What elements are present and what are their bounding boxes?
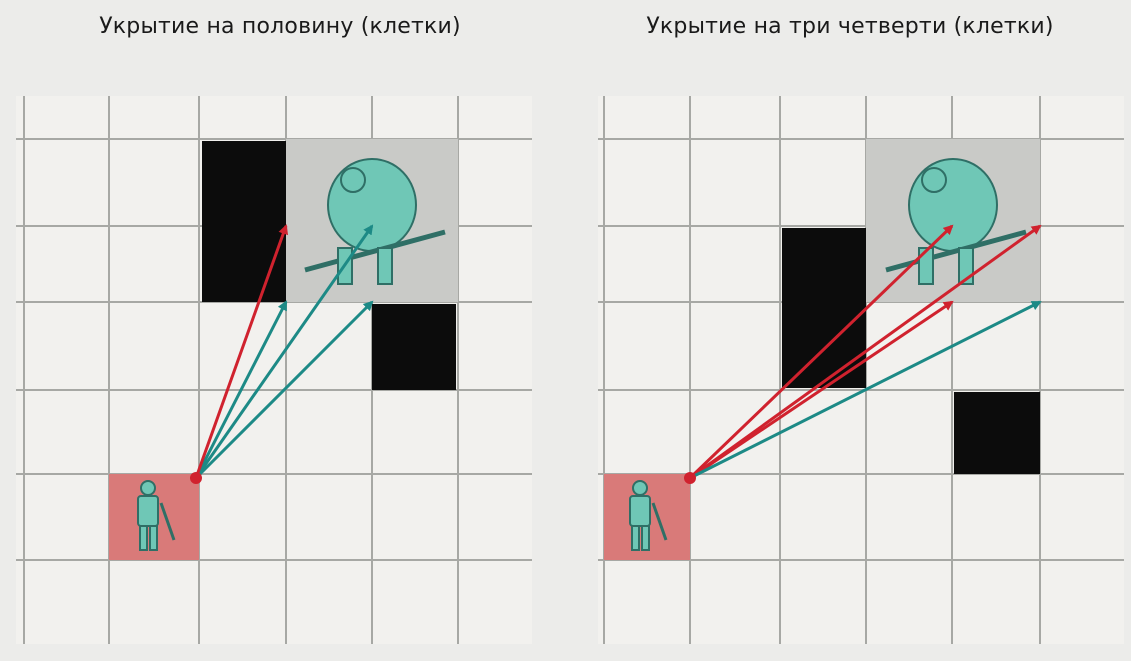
blocked-cell (782, 228, 866, 388)
sightline-red (194, 224, 289, 479)
sight-origin-point (684, 472, 696, 484)
sightlines (194, 224, 374, 480)
panel-title-half-cover: Укрытие на половину (клетки) (99, 14, 461, 39)
sightline-red (689, 300, 954, 480)
armored-warrior-icon (629, 480, 668, 551)
blocked-cell (954, 392, 1040, 474)
panel-title-three-quarters-cover: Укрытие на три четверти (клетки) (646, 14, 1054, 39)
sightline-red (689, 224, 1042, 480)
blocked-cell (372, 304, 456, 390)
ogre-creature-icon (304, 158, 446, 285)
sightline-teal (194, 300, 288, 479)
sightline-teal (689, 300, 1042, 480)
half-cover-board (16, 96, 532, 644)
blocked-cell (202, 141, 286, 302)
three-quarters-cover-board (598, 96, 1124, 644)
sightlines (688, 224, 1042, 480)
sight-origin-point (190, 472, 202, 484)
ogre-creature-icon (885, 158, 1027, 285)
armored-warrior-icon (137, 480, 176, 551)
sightline-teal (194, 300, 374, 480)
sightline-teal (194, 224, 374, 479)
sightline-red (688, 224, 954, 480)
